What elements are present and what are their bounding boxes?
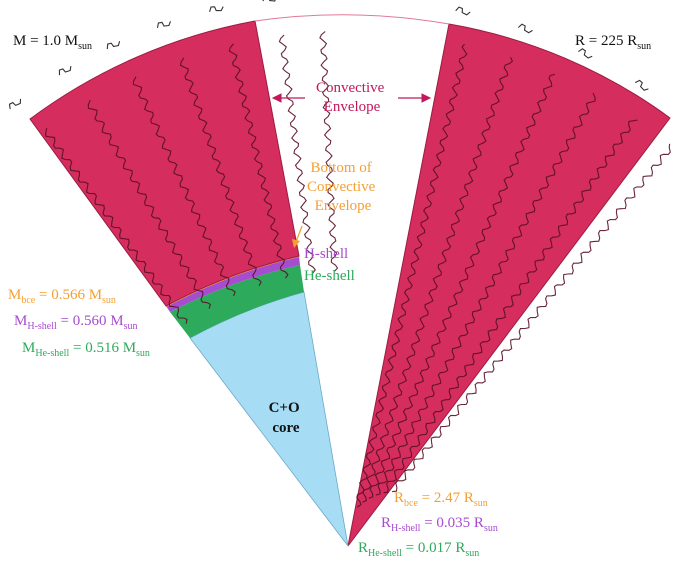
surface-curl-icon xyxy=(106,41,121,50)
surface-curl-icon xyxy=(8,98,22,110)
bottom-convective-envelope-label: Bottom of Convective Envelope xyxy=(307,160,379,214)
convection-wave-icon xyxy=(87,99,211,309)
he-shell-label: He-shell xyxy=(304,268,355,284)
core-region xyxy=(189,291,349,547)
surface-curl-icon xyxy=(262,0,276,2)
surface-curl-icon xyxy=(517,23,533,34)
convection-wave-icon xyxy=(362,57,514,503)
left-convective-envelope xyxy=(29,20,300,307)
m-bce-label: Mbce = 0.566 Msun xyxy=(8,287,116,306)
left-convection-icons xyxy=(45,31,339,324)
right-convection-icons xyxy=(356,43,671,508)
convection-wave-icon xyxy=(319,31,339,272)
convection-wave-icon xyxy=(132,76,236,297)
stellar-surface-arc xyxy=(254,14,450,25)
surface-curl-icon xyxy=(209,6,224,12)
m-heshell-label: MHe-shell = 0.516 Msun xyxy=(22,340,150,359)
h-shell-label: H-shell xyxy=(304,246,348,262)
radius-wedge xyxy=(347,6,671,547)
convection-wave-icon xyxy=(228,43,289,279)
double-headed-arrow-icon xyxy=(271,93,432,103)
convection-wave-icon xyxy=(375,92,596,496)
convection-wave-icon xyxy=(368,73,556,499)
convection-wave-icon xyxy=(179,57,262,287)
core-label: C+O core xyxy=(269,400,304,436)
mass-label: M = 1.0 Msun xyxy=(13,33,92,52)
h-shell-region xyxy=(166,256,300,312)
right-surface-curls xyxy=(455,6,649,91)
mass-wedge xyxy=(8,0,349,547)
radius-label: R = 225 Rsun xyxy=(575,33,651,52)
r-heshell-label: RHe-shell = 0.017 Rsun xyxy=(358,540,479,559)
r-bce-label: Rbce = 2.47 Rsun xyxy=(394,490,488,509)
convective-envelope-label: Convective Envelope xyxy=(316,80,388,115)
convection-wave-icon xyxy=(356,43,468,508)
surface-curl-icon xyxy=(578,48,593,59)
r-hshell-label: RH-shell = 0.035 Rsun xyxy=(381,515,498,534)
he-shell-region xyxy=(170,265,304,338)
m-hshell-label: MH-shell = 0.560 Msun xyxy=(14,313,138,332)
right-convective-envelope xyxy=(347,23,671,547)
surface-curl-icon xyxy=(156,21,172,28)
surface-curl-icon xyxy=(455,6,471,16)
surface-curl-icon xyxy=(634,79,649,91)
convection-wave-icon xyxy=(392,143,671,493)
bce-pointer-arrow xyxy=(292,225,303,248)
convection-wave-icon xyxy=(278,34,317,274)
surface-curl-icon xyxy=(58,66,72,76)
convection-wave-icon xyxy=(45,128,188,324)
left-surface-curls xyxy=(8,0,276,110)
convection-wave-icon xyxy=(383,119,638,494)
